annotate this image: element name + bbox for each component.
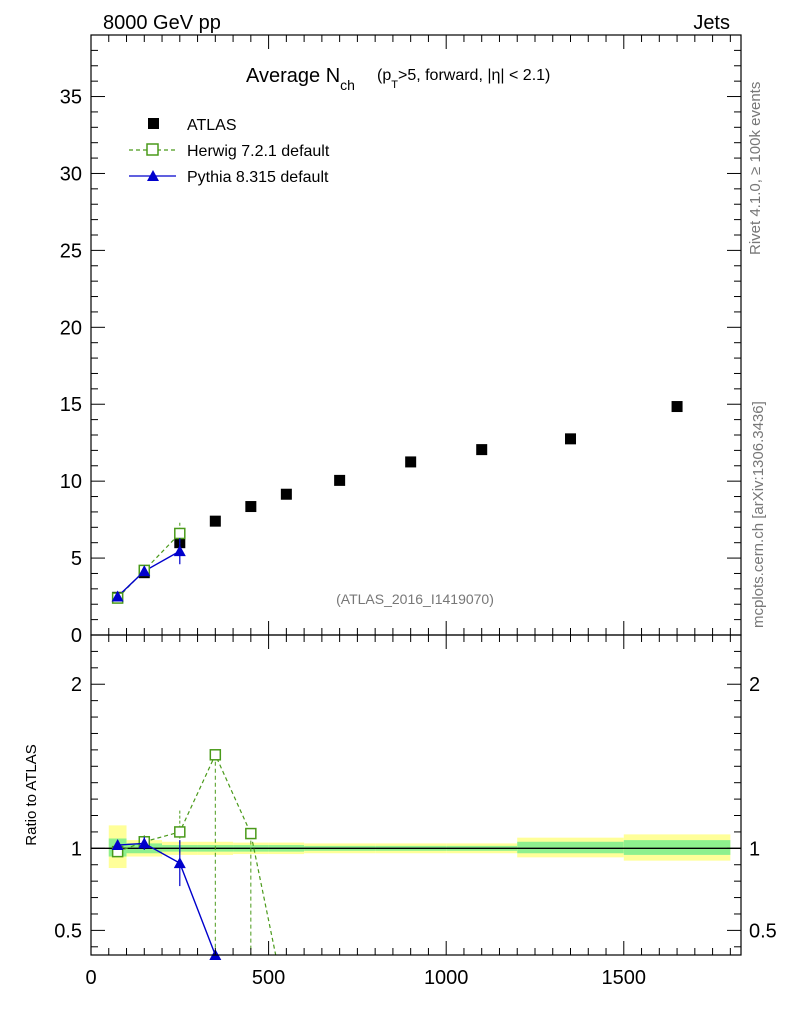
plot-title-cut-sub: T	[391, 79, 398, 91]
analysis-id-label: (ATLAS_2016_I1419070)	[336, 591, 494, 607]
pythia-ratio-point	[173, 857, 186, 869]
plot-title-main: Average N	[246, 65, 340, 87]
ratio-xtick-label: 1000	[424, 967, 469, 989]
atlas-point	[280, 488, 292, 500]
main-ytick-label: 25	[60, 240, 82, 262]
plot-title: Average Nch	[246, 65, 355, 93]
legend-pythia-label: Pythia 8.315 default	[187, 169, 329, 186]
ratio-panel: 0.5 0.5 1 1 2 2 0 500 1000 1500 Ratio to ATLAS	[23, 634, 777, 989]
ratio-stat-band	[623, 840, 731, 855]
main-ytick-label: 15	[60, 394, 82, 416]
legend-atlas-label: ATLAS	[187, 117, 237, 134]
ratio-ytick-label-left: 1	[71, 838, 82, 860]
atlas-point	[209, 515, 221, 527]
pythia-ratio-point	[138, 837, 151, 849]
atlas-point	[671, 401, 683, 413]
ratio-ytick-label-right: 0.5	[749, 920, 777, 942]
pythia-point	[173, 545, 186, 557]
herwig-ratio-point	[209, 749, 222, 761]
ratio-x-axis: 0 500 1000 1500	[85, 635, 731, 989]
main-ytick-label: 30	[60, 163, 82, 185]
ratio-xtick-label: 0	[85, 967, 96, 989]
plot-title-cut-b: >5, forward, |η| < 2.1)	[398, 67, 550, 84]
legend-herwig-label: Herwig 7.2.1 default	[187, 143, 330, 160]
legend-herwig-marker	[146, 143, 159, 156]
ratio-series	[111, 749, 277, 960]
legend-pythia-marker	[147, 170, 159, 181]
atlas-point	[565, 433, 577, 445]
atlas-point	[334, 474, 346, 486]
ratio-ytick-label-right: 1	[749, 838, 760, 860]
main-x-axis	[90, 35, 731, 635]
plot-title-cut: (pT>5, forward, |η| < 2.1)	[377, 67, 550, 91]
atlas-point	[245, 501, 257, 513]
herwig-ratio-point	[245, 827, 257, 840]
legend: ATLAS Herwig 7.2.1 default Pythia 8.315 …	[129, 117, 330, 186]
plot-title-sub: ch	[340, 77, 355, 93]
pythia-point	[111, 590, 124, 602]
main-ytick-label: 10	[60, 471, 82, 493]
ratio-xtick-label: 1500	[602, 967, 647, 989]
ratio-ytick-label-left: 2	[71, 674, 82, 696]
atlas-point	[476, 444, 488, 456]
legend-atlas-marker	[148, 118, 159, 129]
ratio-ytick-label-right: 2	[749, 674, 760, 696]
mcplots-credit-label: mcplots.cern.ch [arXiv:1306.3436]	[750, 401, 767, 628]
pythia-point	[138, 565, 151, 577]
ratio-y-axis: 0.5 0.5 1 1 2 2	[54, 650, 777, 948]
main-ytick-label: 0	[71, 625, 82, 647]
plot-title-cut-a: (p	[377, 67, 391, 84]
pythia-ratio-point	[111, 839, 124, 851]
pythia-ratio-line	[117, 842, 216, 956]
ratio-ytick-label-left: 0.5	[54, 920, 82, 942]
main-y-axis: 0 5 10 15 20 25 30 35	[60, 34, 741, 647]
rivet-version-label: Rivet 4.1.0, ≥ 100k events	[747, 82, 764, 255]
ratio-plot-frame	[90, 634, 742, 956]
main-ytick-label: 5	[71, 548, 82, 570]
ratio-xtick-label: 500	[252, 967, 285, 989]
main-series	[111, 401, 683, 604]
herwig-ratio-point	[174, 826, 186, 838]
ratio-bands	[108, 825, 731, 869]
herwig-point	[174, 527, 186, 540]
atlas-point	[405, 456, 417, 468]
header-category-label: Jets	[693, 12, 730, 34]
main-ytick-label: 35	[60, 87, 82, 109]
main-ytick-label: 20	[60, 317, 82, 339]
ratio-ylabel: Ratio to ATLAS	[23, 744, 40, 845]
header-energy-label: 8000 GeV pp	[103, 12, 221, 34]
main-panel: 0 5 10 15 20 25 30 35 Average Nch (pT>5, forwar…	[60, 34, 742, 647]
ratio-stat-band	[517, 841, 624, 854]
